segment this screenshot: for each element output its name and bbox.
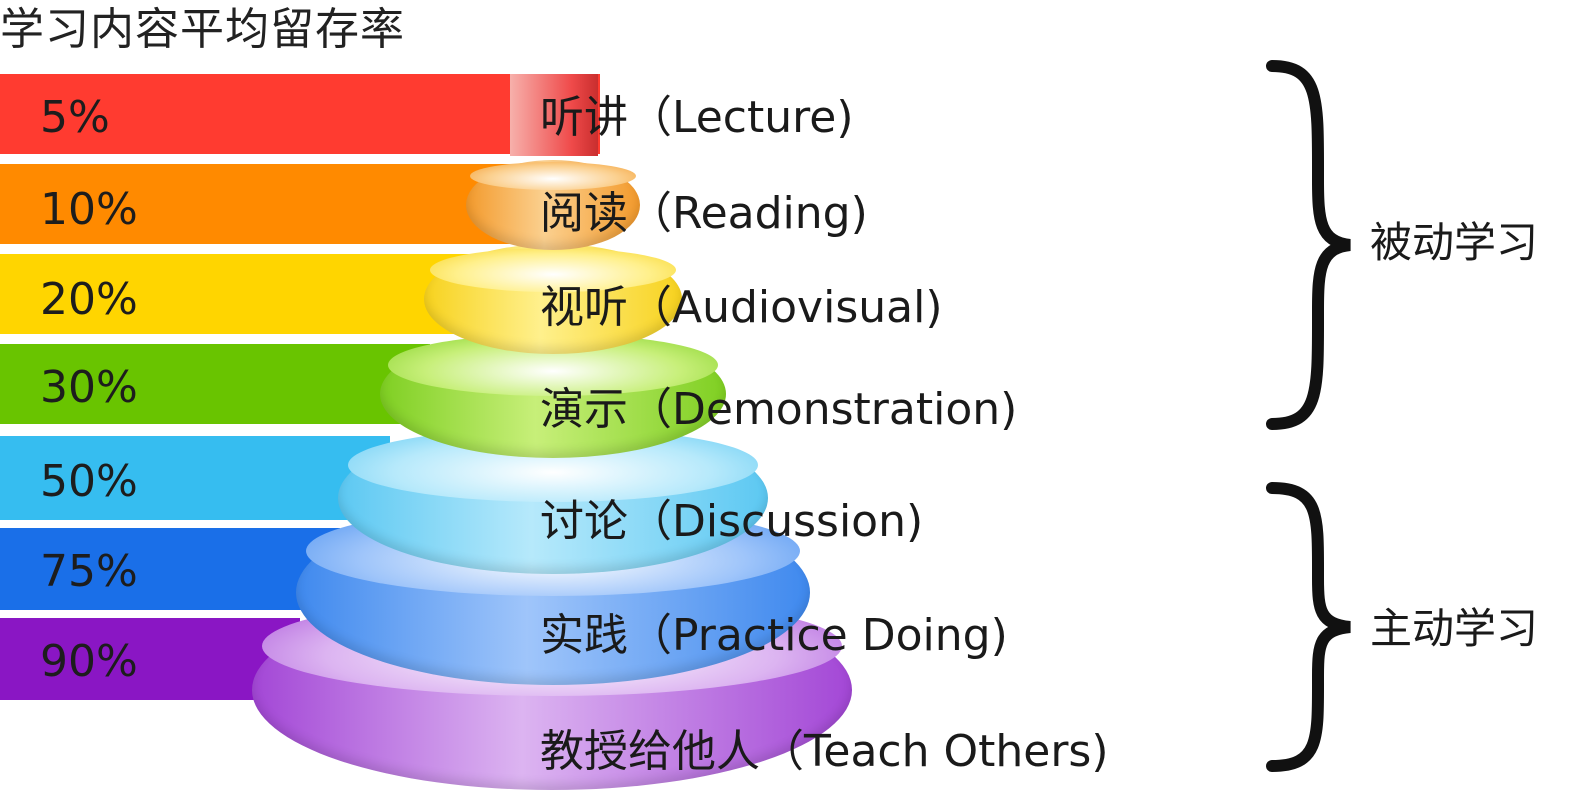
passive-brace-icon bbox=[1266, 60, 1351, 430]
band-teach bbox=[0, 618, 300, 700]
band-reading bbox=[0, 164, 520, 244]
active-brace-icon bbox=[1266, 482, 1351, 772]
label-audiovisual: 视听（Audiovisual) bbox=[540, 282, 943, 333]
label-discussion: 讨论（Discussion) bbox=[540, 496, 924, 547]
percent-lecture: 5% bbox=[40, 92, 110, 143]
label-reading: 阅读（Reading) bbox=[540, 188, 868, 239]
label-lecture: 听讲（Lecture) bbox=[540, 92, 854, 143]
band-demonstration bbox=[0, 344, 430, 424]
percent-reading: 10% bbox=[40, 184, 138, 235]
percent-demonstration: 30% bbox=[40, 362, 138, 413]
percent-practice: 75% bbox=[40, 546, 138, 597]
band-lecture bbox=[0, 74, 600, 154]
diagram-title: 学习内容平均留存率 bbox=[0, 4, 405, 55]
percent-teach: 90% bbox=[40, 636, 138, 687]
group-active: 主动学习 bbox=[1370, 604, 1539, 653]
tier-audiovisual-top bbox=[430, 248, 676, 292]
label-practice: 实践（Practice Doing) bbox=[540, 610, 1008, 661]
label-teach: 教授给他人（Teach Others) bbox=[540, 726, 1109, 777]
band-audiovisual bbox=[0, 254, 470, 334]
group-passive: 被动学习 bbox=[1370, 218, 1539, 267]
percent-discussion: 50% bbox=[40, 456, 138, 507]
tier-lecture bbox=[510, 74, 598, 156]
label-demonstration: 演示（Demonstration) bbox=[540, 384, 1018, 435]
band-discussion bbox=[0, 436, 390, 520]
tier-reading-top bbox=[470, 162, 636, 190]
band-practice bbox=[0, 528, 340, 610]
percent-audiovisual: 20% bbox=[40, 274, 138, 325]
